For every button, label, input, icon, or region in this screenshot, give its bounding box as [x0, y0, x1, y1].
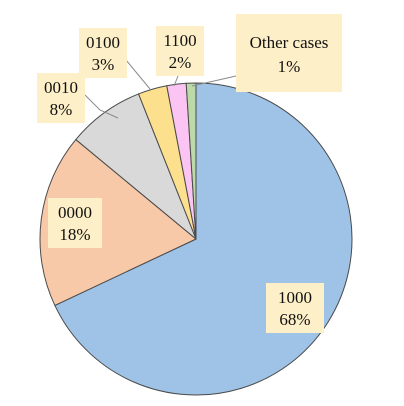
data-label-category: 0010: [44, 78, 78, 97]
data-label-percent: 2%: [169, 53, 192, 72]
pie-slice-0000: [39, 138, 197, 307]
data-label-other-cases: Other cases 1%: [236, 14, 342, 92]
data-label-box: [48, 198, 102, 248]
data-label-box: [37, 73, 85, 123]
data-label-1000: 1000 68%: [266, 283, 324, 333]
leader-line-other-cases: [191, 75, 237, 87]
data-label-box: [79, 28, 127, 78]
data-label-percent: 68%: [279, 310, 310, 329]
data-label-category: 1100: [163, 31, 196, 50]
data-label-category: Other cases: [250, 33, 329, 52]
data-label-category: 0000: [58, 203, 92, 222]
data-label-percent: 8%: [50, 100, 73, 119]
data-label-percent: 18%: [59, 225, 90, 244]
data-label-0010: 0010 8%: [37, 73, 85, 123]
data-label-percent: 3%: [92, 55, 115, 74]
pie-slice-other-cases: [185, 82, 197, 240]
data-label-0100: 0100 3%: [79, 28, 127, 78]
data-label-box: [236, 14, 342, 92]
data-label-category: 1000: [278, 288, 312, 307]
leader-line-0010: [84, 94, 119, 119]
data-label-1100: 1100 2%: [156, 26, 204, 76]
data-label-percent: 1%: [278, 57, 301, 76]
leader-line-0100: [125, 59, 151, 90]
data-label-category: 0100: [86, 33, 120, 52]
data-label-0000: 0000 18%: [48, 198, 102, 248]
data-label-box: [266, 283, 324, 333]
data-label-box: [156, 26, 204, 76]
leader-line-1100: [173, 75, 179, 87]
